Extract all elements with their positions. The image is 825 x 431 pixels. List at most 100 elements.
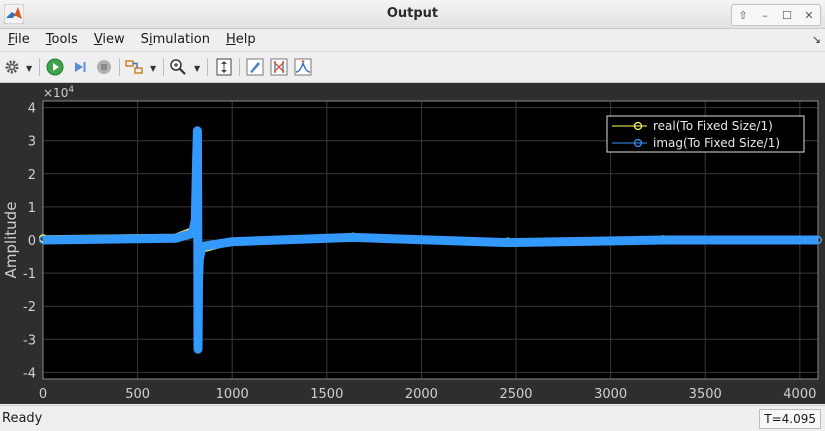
y-tick-label: -1 (23, 267, 36, 282)
undock-button[interactable]: ⇧ (732, 5, 754, 25)
series-marker-1 (38, 235, 48, 245)
scale-axes-button[interactable] (214, 57, 234, 77)
exponent-power: 4 (68, 85, 74, 95)
step-forward-button[interactable] (70, 57, 90, 77)
legend-label-imag: imag(To Fixed Size/1) (653, 136, 780, 150)
menu-file[interactable]: File (0, 32, 38, 47)
x-tick-label: 3500 (689, 387, 722, 402)
maximize-button[interactable]: ☐ (776, 5, 798, 25)
x-tick-label: 500 (125, 387, 150, 402)
x-tick-label: 2000 (405, 387, 438, 402)
x-tick-label: 2500 (499, 387, 532, 402)
status-text: Ready (2, 411, 43, 426)
menu-help[interactable]: Help (218, 32, 264, 47)
series-marker-1 (191, 216, 200, 225)
x-tick-labels: 0 500 1000 1500 2000 2500 3000 3500 4000 (39, 387, 817, 402)
menu-view[interactable]: View (86, 32, 133, 47)
toolbar-separator (163, 58, 164, 76)
up-arrow-icon: ⇧ (738, 8, 748, 22)
menu-tools[interactable]: Tools (38, 32, 86, 47)
series-marker-1 (192, 156, 201, 165)
toolbar-separator (39, 58, 40, 76)
y-axis-exponent: ×104 (43, 85, 74, 100)
y-tick-label: 0 (28, 234, 36, 249)
y-tick-label: -2 (23, 300, 36, 315)
legend-entry-real[interactable]: real(To Fixed Size/1) (612, 119, 773, 133)
run-button[interactable] (45, 57, 65, 77)
y-tick-label: 4 (28, 102, 36, 117)
minimize-button[interactable]: – (754, 5, 776, 25)
zoom-dropdown-icon[interactable]: ▼ (194, 64, 201, 73)
y-tick-label: -3 (23, 333, 36, 348)
series-marker-1 (348, 233, 358, 242)
menu-simulation-label: mulation (152, 32, 210, 47)
highlight-button[interactable] (245, 57, 265, 77)
zoom-icon (170, 59, 186, 75)
x-tick-label: 1000 (216, 387, 249, 402)
peak-finder-icon (294, 58, 312, 76)
menu-view-label: iew (102, 32, 125, 47)
toolbar: ▼ ▼ ▼ (0, 51, 825, 83)
legend-marker-imag (633, 138, 643, 148)
menu-tools-label: ools (51, 32, 78, 47)
y-tick-label: 2 (28, 168, 36, 183)
toolbar-separator (239, 58, 240, 76)
highlight-icon (246, 58, 264, 76)
status-bar: Ready T=4.095 (0, 405, 825, 431)
y-axis-label: Amplitude (2, 202, 20, 279)
series-marker-1 (195, 255, 204, 264)
x-tick-label: 0 (39, 387, 47, 402)
scope-plot[interactable]: 4 3 2 1 0 -1 -2 -3 -4 0 500 1000 1500 2000 2500 3000 35… (0, 83, 825, 404)
series-marker-1 (658, 235, 667, 245)
legend[interactable]: real(To Fixed Size/1) imag(To Fixed Size… (606, 115, 805, 153)
signal-select-icon (125, 60, 143, 74)
matlab-logo-icon (4, 4, 24, 24)
toolbar-separator (119, 58, 120, 76)
legend-marker-real (633, 121, 643, 131)
peak-finder-button[interactable] (293, 57, 313, 77)
menu-bar: File Tools View Simulation Help (0, 29, 825, 50)
cursor-measure-button[interactable] (269, 57, 289, 77)
step-forward-icon (75, 62, 86, 72)
menu-help-label: elp (235, 32, 256, 47)
signal-select-dropdown-icon[interactable]: ▼ (150, 64, 157, 73)
title-bar: Output ⇧ – ☐ ✕ (0, 0, 825, 29)
dock-arrow-icon[interactable]: ↘ (811, 33, 821, 46)
window-controls: ⇧ – ☐ ✕ (731, 4, 821, 26)
scale-axes-icon (216, 58, 232, 76)
x-tick-label: 3000 (594, 387, 627, 402)
stop-icon (97, 60, 111, 74)
menu-simulation-mnemonic: i (148, 32, 153, 47)
menu-file-mnemonic: F (8, 32, 15, 47)
menu-view-mnemonic: V (93, 32, 103, 47)
series-marker-1 (503, 238, 512, 247)
grid-lines (42, 100, 819, 380)
exponent-base: ×10 (43, 86, 68, 100)
menu-help-mnemonic: H (225, 32, 236, 47)
gear-icon (5, 60, 19, 74)
menu-file-label: ile (14, 32, 30, 47)
signal-select-button[interactable] (124, 57, 144, 77)
simulation-time: T=4.095 (759, 409, 821, 429)
x-tick-label: 4000 (783, 387, 816, 402)
menu-simulation[interactable]: Simulation (133, 32, 218, 47)
plot-series (38, 126, 822, 354)
zoom-button[interactable] (168, 57, 188, 77)
toolbar-separator (207, 58, 208, 76)
y-tick-label: 3 (28, 135, 36, 150)
stop-button[interactable] (94, 57, 114, 77)
close-icon: ✕ (804, 8, 814, 22)
y-tick-labels: 4 3 2 1 0 -1 -2 -3 -4 (23, 102, 36, 382)
series-marker-1 (813, 235, 822, 245)
run-icon (46, 58, 64, 76)
menu-tools-mnemonic: T (45, 32, 52, 47)
legend-entry-imag[interactable]: imag(To Fixed Size/1) (612, 136, 780, 150)
settings-dropdown-icon[interactable]: ▼ (26, 64, 33, 73)
maximize-icon: ☐ (782, 8, 792, 22)
chart-svg[interactable]: 4 3 2 1 0 -1 -2 -3 -4 0 500 1000 1500 2000 2500 3000 35… (0, 83, 825, 404)
window-title: Output (386, 6, 439, 21)
y-tick-label: 1 (28, 201, 36, 216)
close-button[interactable]: ✕ (798, 5, 820, 25)
y-tick-label: -4 (23, 366, 36, 381)
settings-button[interactable] (2, 57, 22, 77)
